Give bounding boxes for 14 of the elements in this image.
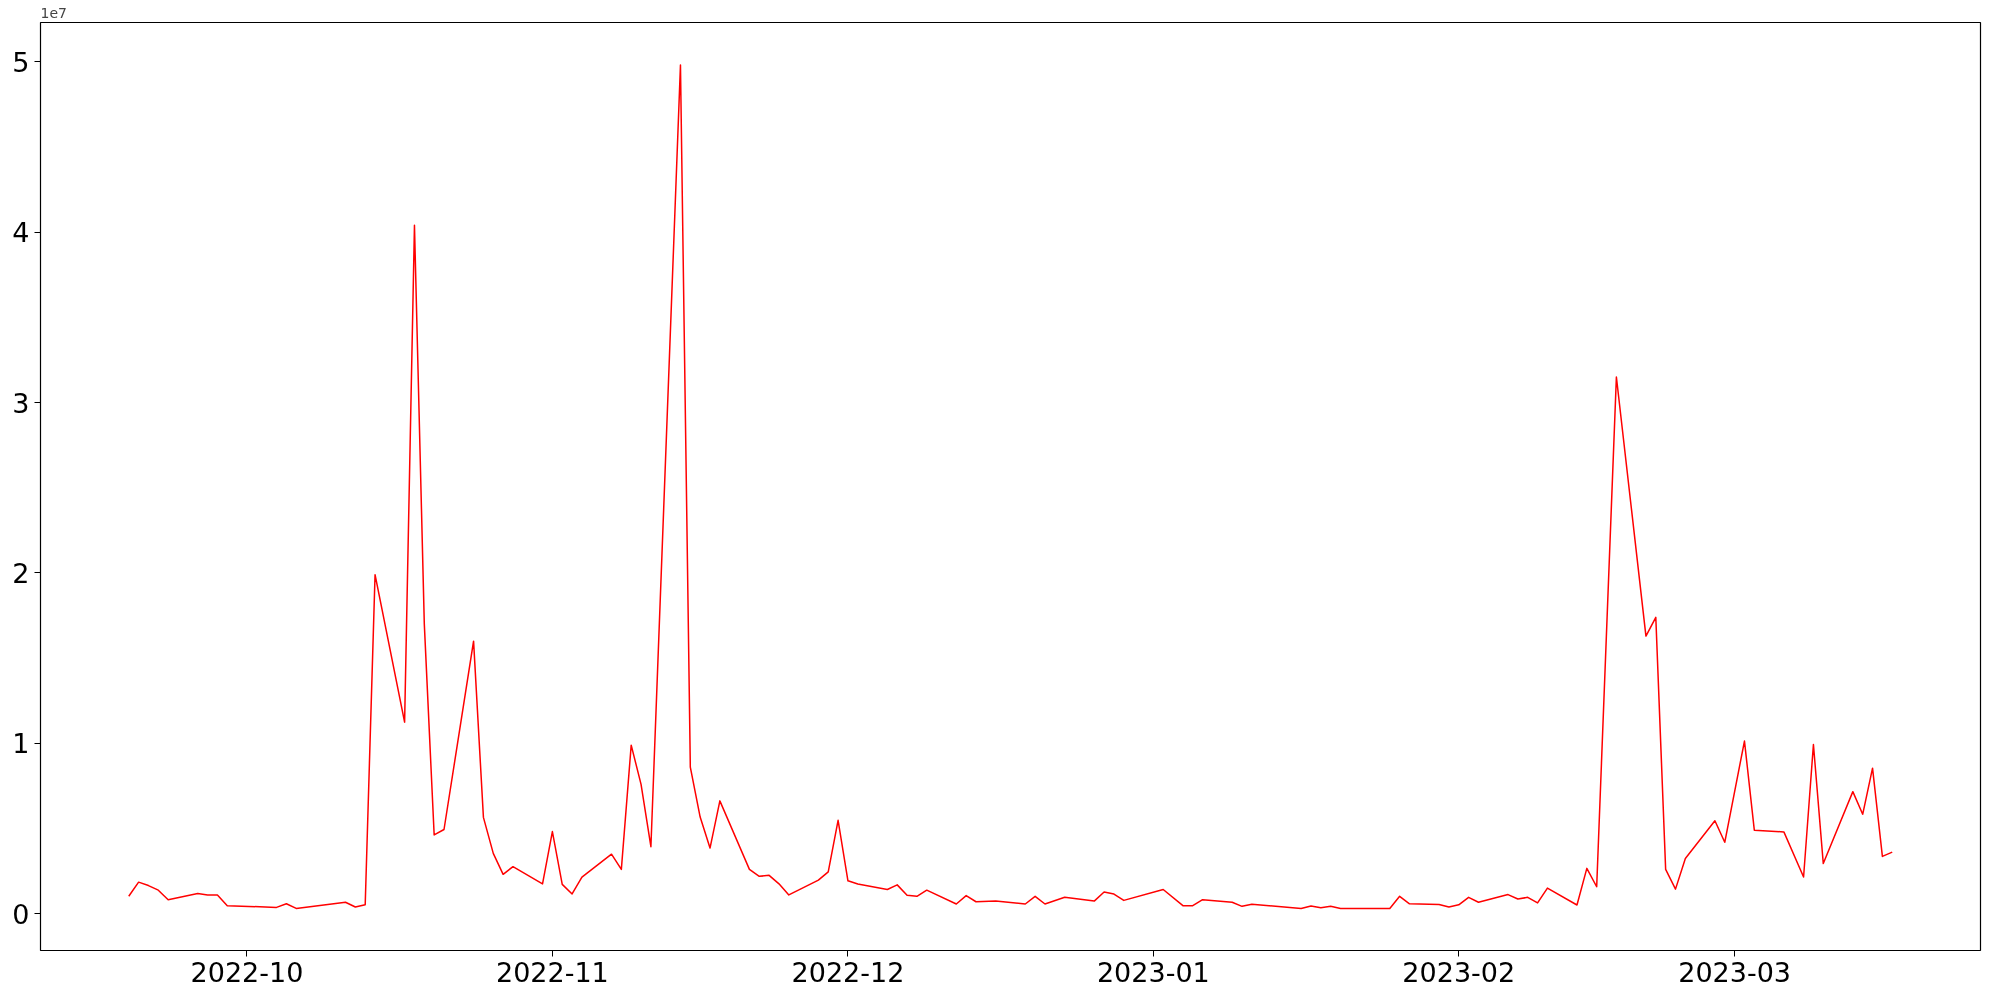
line-series xyxy=(128,64,1893,910)
x-tick-label: 2023-01 xyxy=(1096,956,1210,988)
text: 1e7 xyxy=(40,4,67,21)
y-tick-label: 3 xyxy=(12,387,30,419)
x-tick-label: 2022-12 xyxy=(791,956,905,988)
x-tick-label: 2022-11 xyxy=(495,956,609,988)
x-tick-label: 2023-02 xyxy=(1402,956,1516,988)
y-tick-label: 2 xyxy=(12,557,30,589)
y-tick-label: 0 xyxy=(12,898,30,930)
y-tick-label: 1 xyxy=(12,728,30,760)
x-tick-label: 2023-03 xyxy=(1678,956,1792,988)
y-tick-label: 4 xyxy=(12,217,30,249)
x-tick-label: 2022-10 xyxy=(190,956,304,988)
y-tick-label: 5 xyxy=(12,46,30,78)
